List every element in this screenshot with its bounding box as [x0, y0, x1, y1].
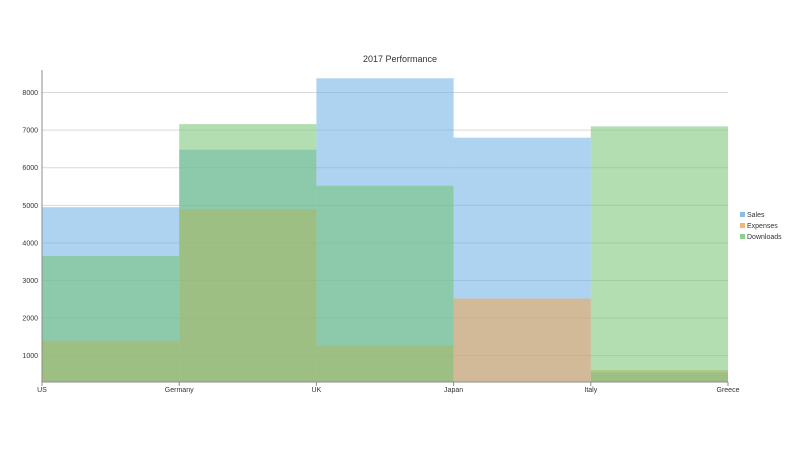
x-tick-label: Germany [165, 387, 194, 394]
step-area-downloads-us [42, 256, 180, 382]
series-downloads [42, 124, 728, 382]
legend-label-expenses: Expenses [747, 223, 778, 230]
y-axis-ticks: 1000 2000 3000 4000 5000 6000 7000 8000 [22, 90, 38, 360]
axes [41, 70, 728, 383]
legend-swatch-sales [740, 212, 745, 217]
legend-swatch-expenses [740, 223, 745, 228]
chart-title: 2017 Performance [363, 54, 437, 64]
step-area-downloads-germany [179, 124, 317, 382]
y-tick-label: 2000 [22, 316, 38, 323]
y-tick-label: 6000 [22, 165, 38, 172]
step-area-expenses-japan [453, 298, 591, 382]
y-tick-label: 1000 [22, 353, 38, 360]
x-tick-label: UK [312, 387, 322, 394]
x-tick-label: Italy [584, 387, 597, 394]
legend-swatch-downloads [740, 234, 745, 239]
step-area-downloads-uk [316, 185, 454, 382]
legend-label-downloads: Downloads [747, 234, 782, 241]
y-tick-label: 3000 [22, 278, 38, 285]
y-tick-label: 7000 [22, 128, 38, 135]
x-tick-label: Greece [717, 387, 740, 394]
y-tick-label: 4000 [22, 240, 38, 247]
x-tick-label: US [37, 387, 47, 394]
x-tick-label: Japan [444, 387, 463, 394]
x-axis-ticks: US Germany UK Japan Italy Greece [37, 382, 740, 394]
plot-area [42, 78, 728, 382]
legend-label-sales: Sales [747, 212, 765, 219]
y-tick-label: 5000 [22, 203, 38, 210]
step-area-downloads-italy [590, 126, 728, 382]
legend: Sales Expenses Downloads [740, 212, 782, 241]
y-tick-label: 8000 [22, 90, 38, 97]
